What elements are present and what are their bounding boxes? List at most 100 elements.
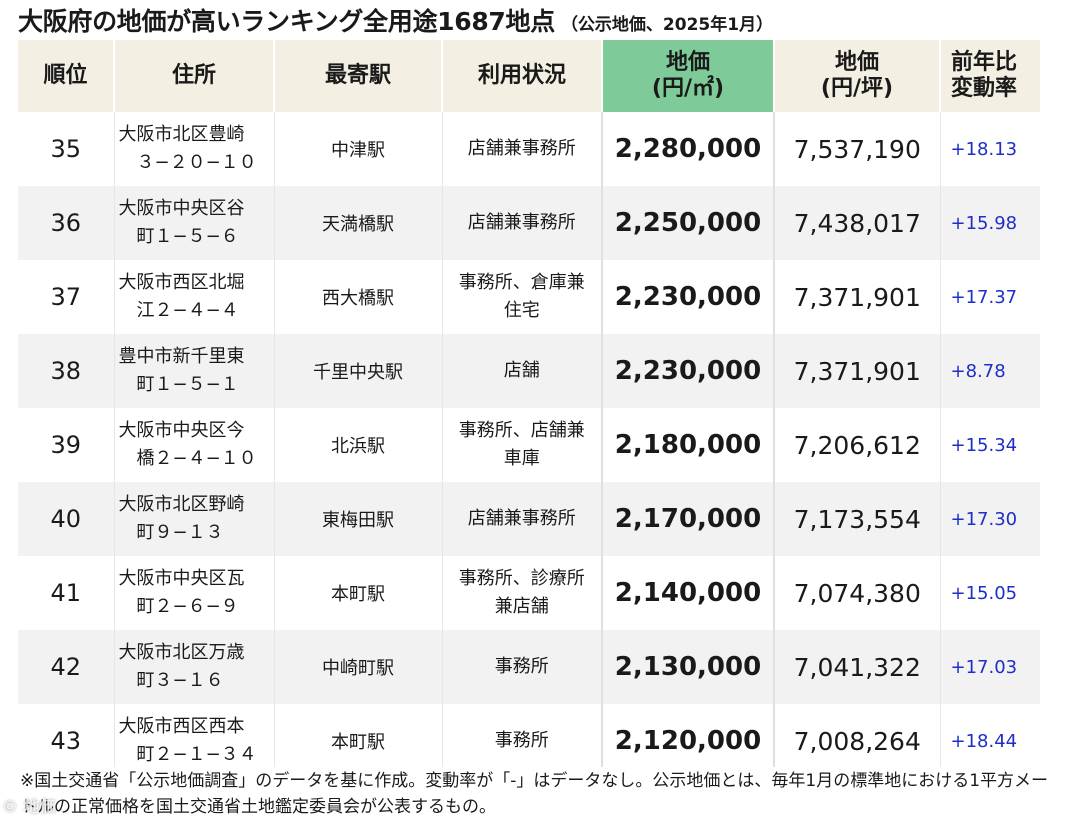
address-line2: 江２−４−４	[136, 300, 239, 321]
usage-line1: 事務所	[494, 730, 549, 751]
address-line1: 豊中市新千里東	[118, 346, 245, 367]
address-line2: 町１−５−６	[136, 226, 239, 247]
cell-usage: 店舗	[442, 334, 603, 408]
cell-rank: 43	[18, 704, 115, 767]
title-sub: （公示地価、2025年1月）	[560, 15, 774, 35]
cell-station: 天満橋駅	[274, 186, 443, 260]
cell-rank: 40	[18, 482, 115, 556]
table-row: 43 大阪市西区西本 町２−１−３４ 本町駅 事務所 2,120,000 7,00…	[18, 704, 1040, 767]
address-line1: 大阪市中央区今	[118, 420, 245, 441]
header-change-line1: 前年比	[951, 50, 1018, 75]
cell-address: 大阪市北区野崎 町９−１３	[114, 482, 275, 556]
page-title: 大阪府の地価が高いランキング全用途1687地点 （公示地価、2025年1月）	[18, 2, 773, 42]
usage-line1: 事務所、診療所	[458, 568, 585, 589]
address-line1: 大阪市西区北堀	[118, 272, 245, 293]
usage-line1: 店舗兼事務所	[467, 212, 576, 233]
cell-usage: 事務所、店舗兼 車庫	[442, 408, 603, 482]
cell-address: 大阪市中央区瓦 町２−６−９	[114, 556, 275, 630]
address-line2: 町９−１３	[136, 522, 224, 543]
cell-station: 東梅田駅	[274, 482, 443, 556]
cell-change: +18.44	[940, 704, 1040, 767]
cell-usage: 事務所	[442, 630, 603, 704]
cell-usage: 店舗兼事務所	[442, 112, 603, 186]
address-line1: 大阪市北区野崎	[118, 494, 245, 515]
cell-address: 大阪市西区西本町２−１−３４	[114, 704, 275, 767]
cell-change: +17.03	[940, 630, 1040, 704]
cell-usage: 店舗兼事務所	[442, 186, 603, 260]
usage-line1: 事務所、店舗兼	[458, 420, 585, 441]
usage-line1: 事務所、倉庫兼	[458, 272, 585, 293]
address-line2: 町３−１６	[136, 670, 224, 691]
usage-line1: 店舗兼事務所	[467, 138, 576, 159]
cell-price-tsubo: 7,438,017	[774, 186, 941, 260]
usage-line1: 事務所	[494, 656, 549, 677]
cell-change: +18.13	[940, 112, 1040, 186]
cell-price-tsubo: 7,537,190	[774, 112, 941, 186]
cell-usage: 事務所	[442, 704, 603, 767]
address-line1: 大阪市北区万歳	[118, 642, 245, 663]
table-header: 順位 住所 最寄駅 利用状況 地価 (円/㎡) 地価 (円/坪) 前年比 変動率	[18, 40, 1040, 112]
cell-price-tsubo: 7,008,264	[774, 704, 941, 767]
header-station: 最寄駅	[274, 40, 443, 112]
ranking-table-container: 順位 住所 最寄駅 利用状況 地価 (円/㎡) 地価 (円/坪) 前年比 変動率	[18, 40, 1040, 767]
address-line2: ３−２０−１０	[136, 152, 257, 173]
cell-change: +17.30	[940, 482, 1040, 556]
cell-address: 大阪市北区豊崎 ３−２０−１０	[114, 112, 275, 186]
usage-line2: 兼店舗	[494, 596, 549, 617]
cell-price-m2: 2,120,000	[601, 704, 775, 767]
header-price-tsubo-line2: (円/坪)	[820, 76, 894, 101]
header-change-line2: 変動率	[951, 76, 1018, 101]
header-price-tsubo-line1: 地価	[834, 50, 879, 75]
cell-price-tsubo: 7,371,901	[774, 334, 941, 408]
cell-station: 中津駅	[274, 112, 443, 186]
cell-rank: 39	[18, 408, 115, 482]
cell-change: +17.37	[940, 260, 1040, 334]
cell-rank: 38	[18, 334, 115, 408]
header-change: 前年比 変動率	[940, 40, 1040, 112]
footnote: ※国土交通省「公示地価調査」のデータを基に作成。変動率が「-」はデータなし。公示…	[20, 771, 1049, 817]
header-price-m2-line2: (円/㎡)	[651, 76, 725, 101]
cell-station: 北浜駅	[274, 408, 443, 482]
table-row: 36 大阪市中央区谷 町１−５−６ 天満橋駅 店舗兼事務所 2,250,000 7…	[18, 186, 1040, 260]
cell-price-tsubo: 7,206,612	[774, 408, 941, 482]
cell-usage: 事務所、診療所 兼店舗	[442, 556, 603, 630]
cell-change: +15.05	[940, 556, 1040, 630]
cell-price-m2: 2,130,000	[601, 630, 775, 704]
address-line2: 町２−１−３４	[136, 744, 257, 765]
cell-address: 大阪市中央区谷 町１−５−６	[114, 186, 275, 260]
header-address: 住所	[114, 40, 275, 112]
table-body: 35 大阪市北区豊崎 ３−２０−１０ 中津駅 店舗兼事務所 2,280,000 7…	[18, 112, 1040, 767]
header-price-m2-line1: 地価	[665, 50, 710, 75]
usage-line1: 店舗兼事務所	[467, 508, 576, 529]
cell-rank: 41	[18, 556, 115, 630]
cell-price-tsubo: 7,173,554	[774, 482, 941, 556]
watermark: © 地価	[2, 797, 56, 816]
cell-change: +8.78	[940, 334, 1040, 408]
address-line1: 大阪市北区豊崎	[118, 124, 245, 145]
title-main: 大阪府の地価が高いランキング全用途1687地点	[18, 7, 555, 36]
cell-price-m2: 2,250,000	[601, 186, 775, 260]
cell-price-tsubo: 7,041,322	[774, 630, 941, 704]
address-line1: 大阪市中央区瓦	[118, 568, 245, 589]
address-line1: 大阪市西区西本	[118, 716, 245, 737]
table-row: 41 大阪市中央区瓦 町２−６−９ 本町駅 事務所、診療所 兼店舗 2,140,00…	[18, 556, 1040, 630]
header-usage: 利用状況	[442, 40, 603, 112]
usage-line2: 車庫	[503, 448, 540, 469]
cell-station: 中崎町駅	[274, 630, 443, 704]
cell-price-tsubo: 7,074,380	[774, 556, 941, 630]
cell-price-tsubo: 7,371,901	[774, 260, 941, 334]
cell-rank: 36	[18, 186, 115, 260]
table-row: 39 大阪市中央区今 橋２−４−１０ 北浜駅 事務所、店舗兼 車庫 2,180,00…	[18, 408, 1040, 482]
table-row: 37 大阪市西区北堀 江２−４−４ 西大橋駅 事務所、倉庫兼 住宅 2,230,00…	[18, 260, 1040, 334]
cell-station: 千里中央駅	[274, 334, 443, 408]
cell-change: +15.34	[940, 408, 1040, 482]
table-row: 42 大阪市北区万歳 町３−１６ 中崎町駅 事務所 2,130,000 7,041…	[18, 630, 1040, 704]
cell-address: 大阪市西区北堀江２−４−４	[114, 260, 275, 334]
cell-address: 大阪市中央区今橋２−４−１０	[114, 408, 275, 482]
address-line2: 橋２−４−１０	[136, 448, 257, 469]
cell-usage: 店舗兼事務所	[442, 482, 603, 556]
cell-change: +15.98	[940, 186, 1040, 260]
ranking-table: 順位 住所 最寄駅 利用状況 地価 (円/㎡) 地価 (円/坪) 前年比 変動率	[18, 40, 1040, 767]
cell-address: 豊中市新千里東 町１−５−１	[114, 334, 275, 408]
